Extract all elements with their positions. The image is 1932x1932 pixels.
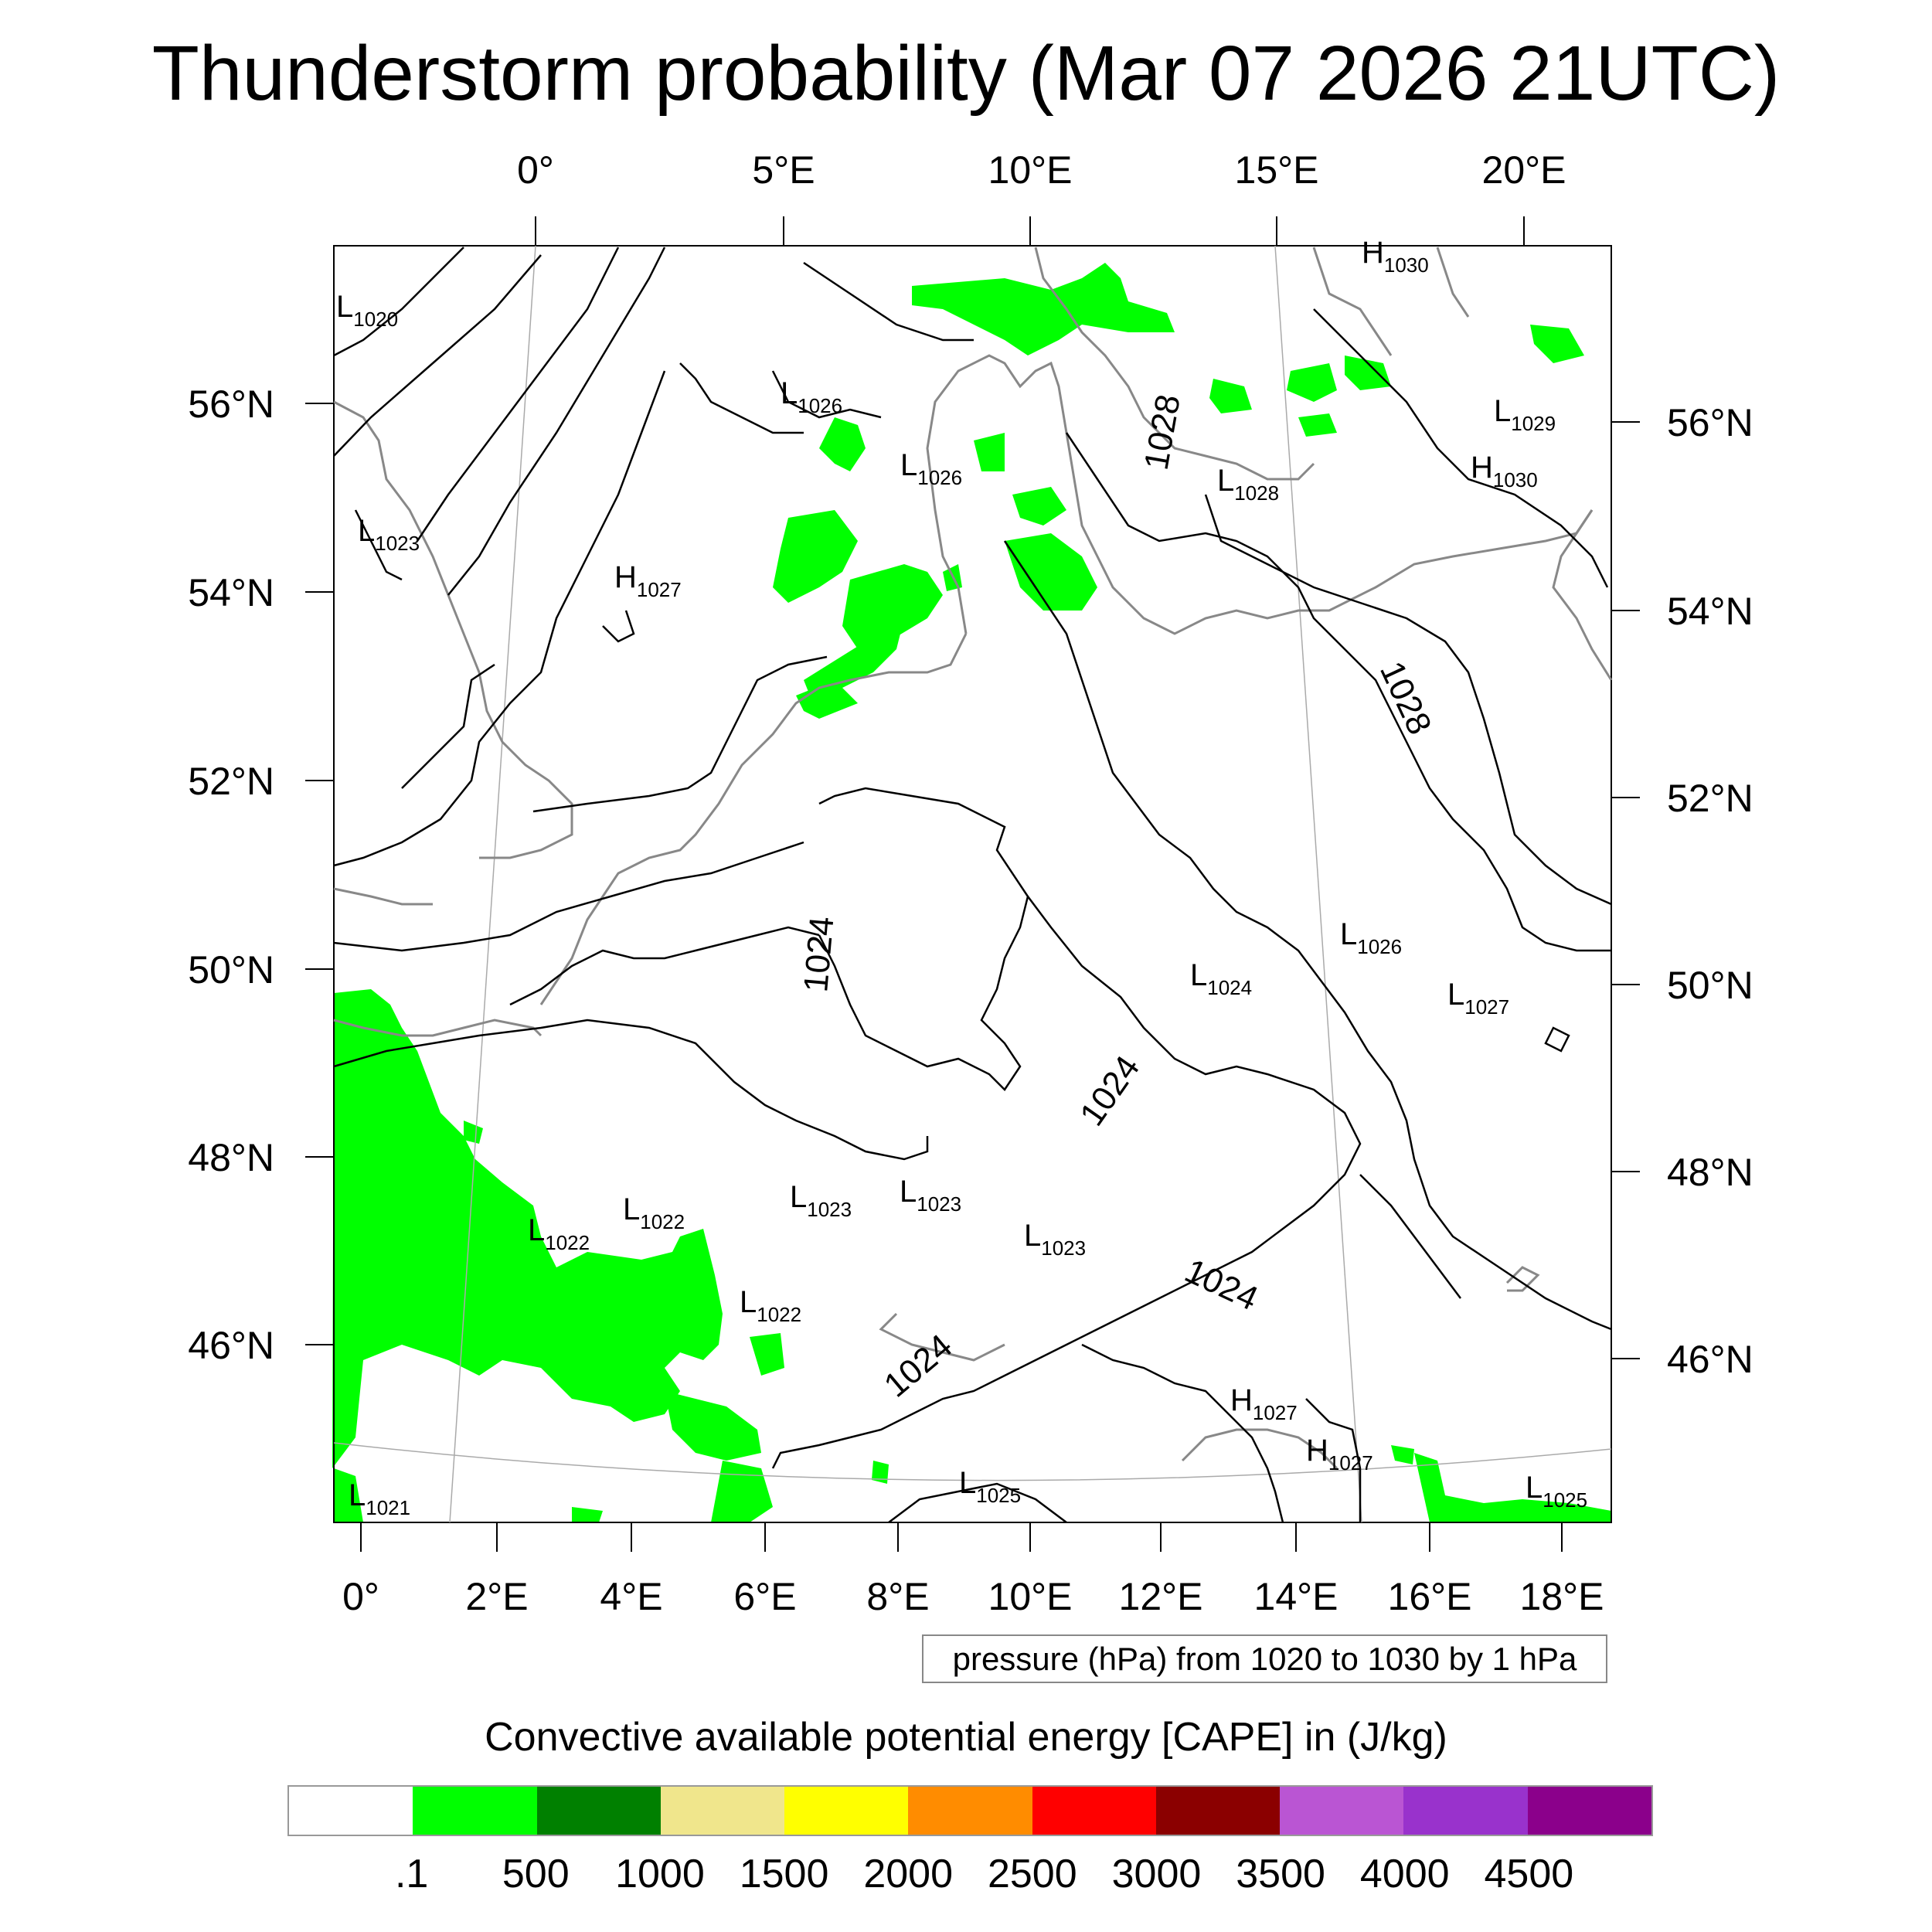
- colorbar-label: 3000: [1111, 1852, 1202, 1896]
- pressure-center-label: L1020: [336, 290, 398, 331]
- colorbar-cell: [289, 1787, 413, 1835]
- pressure-center-label: H1027: [1230, 1383, 1298, 1424]
- pressure-center-label: L1027: [1447, 978, 1509, 1019]
- colorbar-label: 3500: [1236, 1852, 1325, 1896]
- pressure-center-label: L1021: [349, 1478, 410, 1519]
- pressure-centers: L1020 L1023 L1026 L1026 H1027 L1028 H1030 L1029…: [336, 236, 1587, 1519]
- colorbar-label: 1500: [739, 1852, 829, 1896]
- graticule: [333, 245, 1612, 1523]
- right-lat-label: 56°N: [1667, 401, 1753, 444]
- pressure-center-label: L1022: [623, 1192, 685, 1233]
- colorbar-label: 4000: [1359, 1852, 1450, 1896]
- isobar-label: 1024: [797, 915, 841, 994]
- colorbar-labels: .1 500 1000 1500 2000 2500 3000 3500 4000 4500: [287, 1851, 1653, 1905]
- pressure-center-label: H1030: [1471, 451, 1538, 492]
- pressure-center-label: L1025: [959, 1466, 1021, 1507]
- colorbar-cell: [1032, 1787, 1156, 1835]
- right-lat-label: 54°N: [1667, 590, 1753, 633]
- colorbar-label: 2500: [987, 1852, 1077, 1896]
- left-ticks: [305, 403, 334, 1345]
- colorbar-cell: [1403, 1787, 1528, 1835]
- bottom-lon-label: 14°E: [1254, 1575, 1338, 1618]
- pressure-center-label: H1030: [1362, 236, 1429, 277]
- bottom-lon-label: 0°: [342, 1575, 379, 1618]
- pressure-center-label: L1023: [358, 514, 420, 555]
- left-lat-label: 52°N: [188, 760, 274, 803]
- top-ticks: [535, 216, 1525, 246]
- bottom-ticks: [360, 1522, 1563, 1552]
- left-lat-label: 56°N: [188, 383, 274, 426]
- pressure-center-label: L1029: [1494, 394, 1556, 435]
- colorbar-title: Convective available potential energy [C…: [485, 1715, 1447, 1760]
- isobar-label: 1024: [1179, 1252, 1264, 1318]
- cape-areas: [332, 263, 1611, 1522]
- right-lat-label: 48°N: [1667, 1151, 1753, 1194]
- pressure-center-label: H1027: [1306, 1434, 1373, 1475]
- pressure-center-label: L1026: [1340, 917, 1402, 958]
- right-ticks: [1611, 421, 1640, 1359]
- colorbar-cell: [536, 1787, 661, 1835]
- isobars: [333, 247, 1612, 1523]
- pressure-note: pressure (hPa) from 1020 to 1030 by 1 hP…: [922, 1634, 1607, 1683]
- bottom-lon-label: 6°E: [733, 1575, 796, 1618]
- colorbar-cell: [660, 1787, 785, 1835]
- colorbar-cell: [784, 1787, 909, 1835]
- left-lat-label: 50°N: [188, 948, 274, 992]
- colorbar-cell: [413, 1787, 537, 1835]
- isobar-label: 1024: [877, 1327, 959, 1404]
- pressure-center-label: L1023: [900, 1175, 961, 1216]
- top-lon-label: 5°E: [752, 148, 815, 192]
- left-lat-label: 48°N: [188, 1136, 274, 1179]
- pressure-center-label: L1024: [1190, 958, 1252, 999]
- colorbar-label: 2000: [863, 1852, 954, 1896]
- pressure-center-label: L1022: [740, 1285, 801, 1326]
- colorbar-label: 1000: [615, 1852, 705, 1896]
- isobar-label: 1028: [1138, 392, 1188, 473]
- right-lat-label: 46°N: [1667, 1338, 1753, 1381]
- colorbar-cell: [1155, 1787, 1281, 1835]
- bottom-lon-label: 10°E: [988, 1575, 1073, 1618]
- colorbar-label: .1: [394, 1852, 429, 1896]
- pressure-center-label: L1028: [1217, 464, 1279, 505]
- left-lat-label: 46°N: [188, 1324, 274, 1367]
- colorbar: [287, 1785, 1653, 1836]
- colorbar-cell: [1280, 1787, 1404, 1835]
- pressure-center-label: H1027: [614, 560, 682, 601]
- colorbar-label: 500: [502, 1852, 570, 1896]
- bottom-lon-label: 18°E: [1520, 1575, 1604, 1618]
- pressure-center-label: L1022: [528, 1213, 590, 1254]
- top-lon-label: 10°E: [988, 148, 1073, 192]
- isobar-label: 1028: [1372, 656, 1439, 740]
- pressure-center-label: L1023: [790, 1180, 852, 1221]
- pressure-center-label: L1026: [900, 448, 962, 489]
- pressure-center-label: L1023: [1024, 1219, 1086, 1260]
- pressure-center-label: L1026: [781, 376, 842, 417]
- isobar-label: 1024: [1073, 1049, 1147, 1132]
- right-lat-label: 52°N: [1667, 777, 1753, 820]
- bottom-lon-label: 4°E: [600, 1575, 662, 1618]
- pressure-center-label: L1025: [1526, 1471, 1587, 1512]
- map-title: Thunderstorm probability (Mar 07 2026 21…: [151, 30, 1781, 117]
- bottom-lon-label: 12°E: [1119, 1575, 1203, 1618]
- bottom-lon-label: 16°E: [1388, 1575, 1472, 1618]
- colorbar-cell: [908, 1787, 1032, 1835]
- left-lat-label: 54°N: [188, 571, 274, 614]
- bottom-lon-label: 8°E: [866, 1575, 929, 1618]
- colorbar-cell: [1527, 1787, 1651, 1835]
- top-lon-label: 15°E: [1235, 148, 1319, 192]
- top-lon-label: 20°E: [1482, 148, 1566, 192]
- coastlines: [333, 247, 1613, 1470]
- colorbar-label: 4500: [1484, 1852, 1574, 1896]
- top-lon-label: 0°: [517, 148, 554, 192]
- isobar-labels: 1028 1028 1024 1024 1024 1024: [797, 392, 1439, 1405]
- map-frame: [333, 245, 1612, 1523]
- bottom-lon-label: 2°E: [465, 1575, 528, 1618]
- right-lat-label: 50°N: [1667, 964, 1753, 1007]
